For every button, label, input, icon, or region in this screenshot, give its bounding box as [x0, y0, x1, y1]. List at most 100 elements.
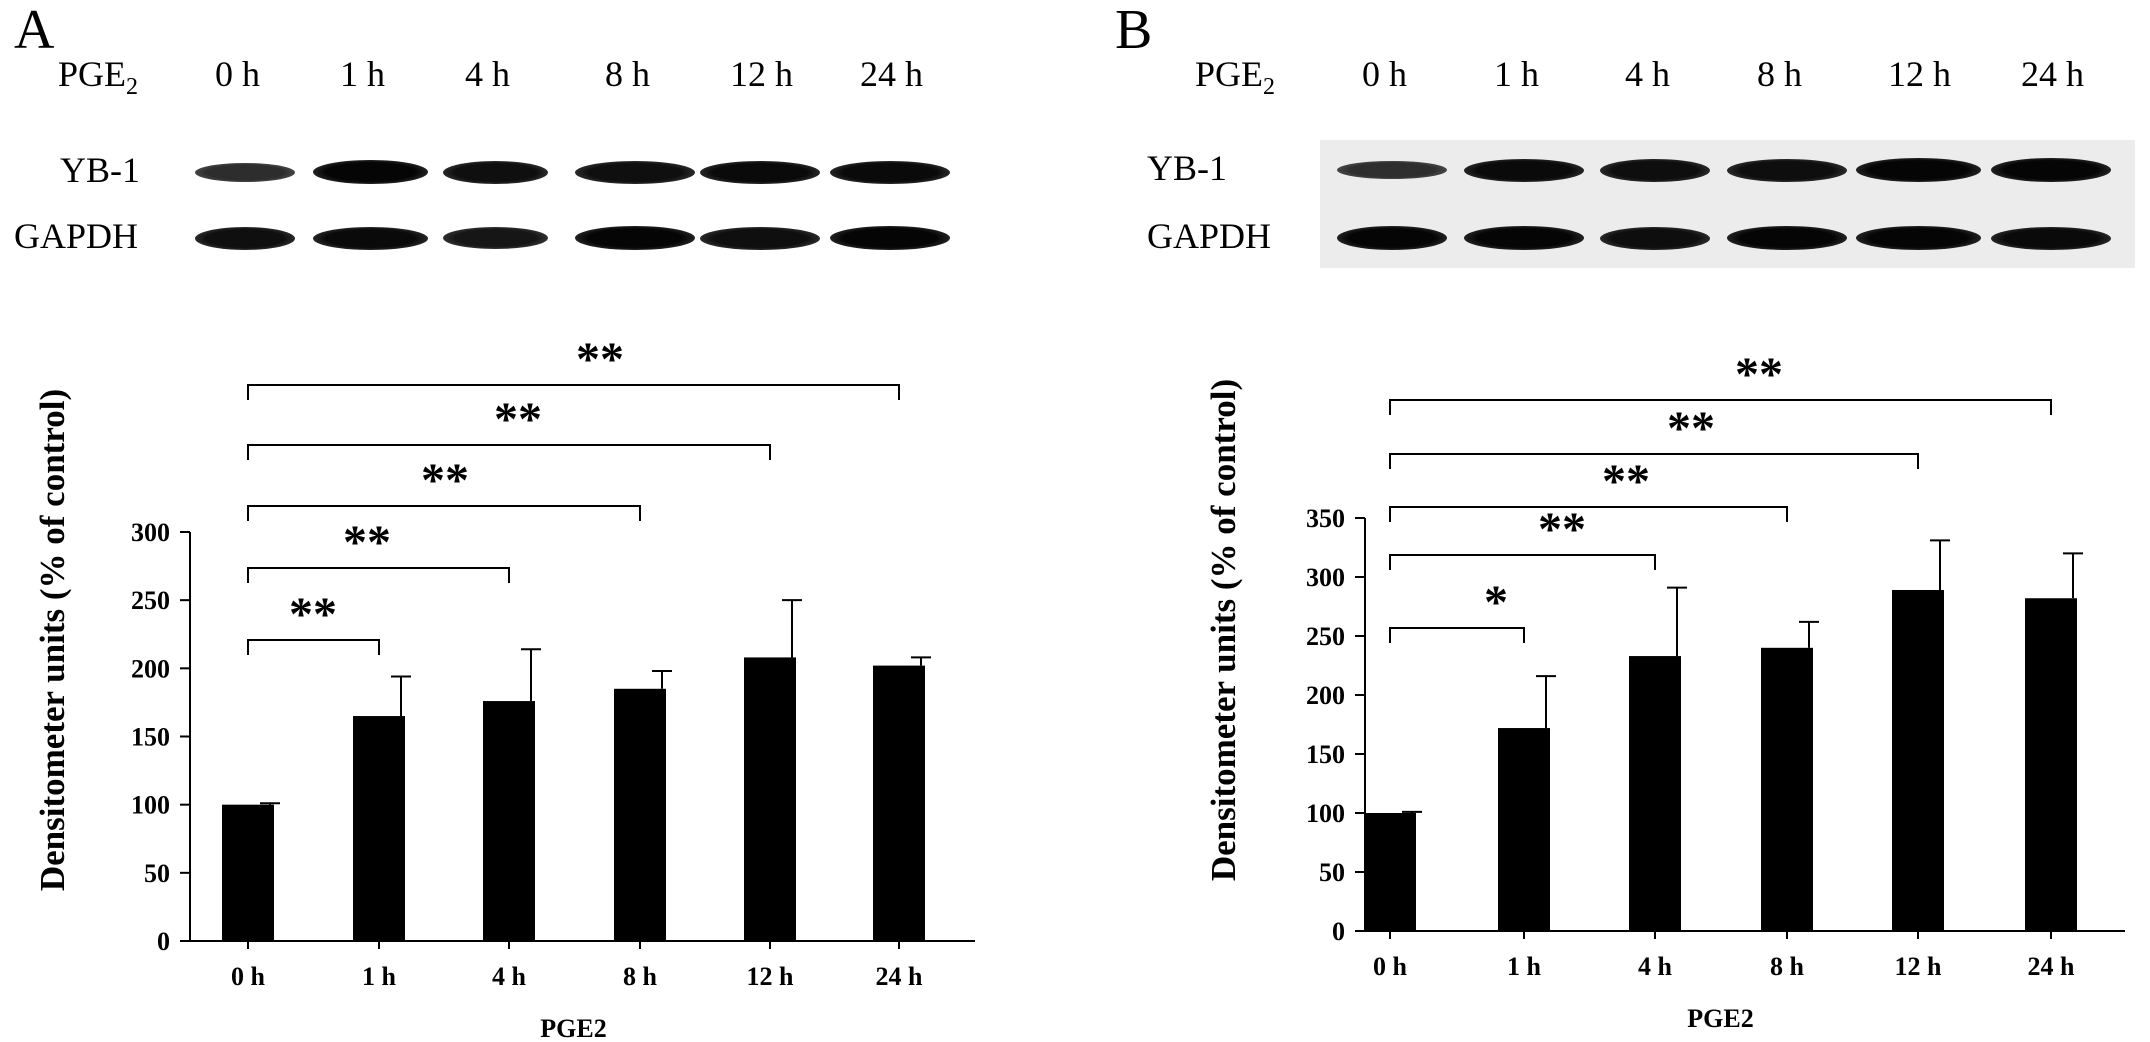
protein-band: [312, 226, 428, 250]
protein-band: [1337, 161, 1447, 179]
protein-band: [575, 160, 695, 184]
bar: [614, 688, 666, 941]
bar: [744, 657, 796, 941]
protein-band: [1991, 158, 2111, 182]
panel-label: B: [1115, 0, 1153, 61]
significance-marker: **: [1667, 402, 1715, 455]
protein-band: [1600, 226, 1710, 250]
x-axis-label: PGE2: [1687, 1004, 1753, 1033]
y-tick-label: 200: [131, 654, 170, 683]
bar: [483, 701, 535, 941]
protein-band: [1600, 158, 1710, 182]
bar: [873, 665, 925, 941]
bar-chart: 0 50 100 150 200 250 300 0 h 1 h 4 h 8 h 12 h 24 h PG…: [33, 333, 975, 1042]
timepoint-label: 1 h: [340, 54, 385, 94]
bar: [2025, 598, 2077, 931]
timepoint-label: 8 h: [605, 54, 650, 94]
blot-row-label: YB-1: [1147, 148, 1227, 188]
significance-bracket: [1389, 453, 1919, 469]
x-tick-label: 8 h: [1770, 952, 1805, 981]
significance-bracket: [1389, 506, 1788, 522]
significance-bracket: [247, 639, 380, 655]
timepoint-label: 4 h: [1625, 54, 1670, 94]
timepoint-label: 0 h: [215, 54, 260, 94]
x-tick-label: 12 h: [747, 962, 795, 991]
protein-band: [700, 160, 820, 184]
protein-band: [575, 226, 695, 250]
blot-film-background: [1320, 140, 2135, 268]
y-tick-label: 150: [1306, 740, 1345, 769]
protein-band: [700, 226, 820, 250]
blot-row-label: GAPDH: [1147, 216, 1272, 256]
significance-marker: **: [1602, 455, 1650, 508]
blot-row-label: YB-1: [60, 150, 140, 190]
y-axis-label: Densitometer units (% of control): [33, 389, 72, 891]
treatment-label: PGE2: [1195, 54, 1276, 101]
bar: [1364, 813, 1416, 931]
y-axis-label: Densitometer units (% of control): [1204, 379, 1243, 881]
bar: [1892, 589, 1944, 931]
x-tick-label: 24 h: [2028, 952, 2076, 981]
bar: [222, 804, 274, 941]
significance-marker: **: [421, 454, 469, 507]
x-tick-label: 4 h: [1638, 952, 1673, 981]
y-tick-label: 350: [1306, 504, 1345, 533]
y-tick-label: 300: [131, 518, 170, 547]
timepoint-label: 0 h: [1362, 54, 1407, 94]
timepoint-label: 8 h: [1757, 54, 1802, 94]
significance-bracket: [1389, 627, 1525, 643]
x-tick-label: 12 h: [1895, 952, 1943, 981]
y-tick-label: 250: [1306, 622, 1345, 651]
protein-band: [1991, 226, 2111, 250]
significance-bracket: [1389, 554, 1656, 570]
y-tick-label: 0: [157, 927, 170, 956]
protein-band: [1464, 226, 1584, 250]
timepoint-label: 1 h: [1494, 54, 1539, 94]
y-tick-label: 150: [131, 723, 170, 752]
x-tick-label: 0 h: [231, 962, 266, 991]
bar: [353, 716, 405, 941]
y-tick-label: 0: [1332, 917, 1345, 946]
protein-band: [195, 162, 295, 182]
x-tick-label: 0 h: [1373, 952, 1408, 981]
x-tick-label: 4 h: [492, 962, 527, 991]
timepoint-label: 4 h: [465, 54, 510, 94]
significance-bracket: [247, 567, 510, 583]
significance-bracket: [1389, 399, 2052, 415]
y-tick-label: 100: [1306, 799, 1345, 828]
y-tick-label: 300: [1306, 563, 1345, 592]
x-tick-label: 24 h: [876, 962, 924, 991]
panel-a: A PGE2 0 h 1 h 4 h 8 h 12 h 24 h YB-1 GAPDH 0 50 1…: [14, 2, 975, 1042]
significance-marker: **: [576, 333, 624, 386]
bar: [1761, 647, 1813, 931]
y-tick-label: 100: [131, 791, 170, 820]
significance-marker: **: [343, 516, 391, 569]
protein-band: [1855, 158, 1981, 182]
timepoint-label: 24 h: [2021, 54, 2084, 94]
x-tick-label: 8 h: [623, 962, 658, 991]
bar-chart: 0 50 100 150 200 250 300 350 0 h 1 h 4 h 8 h 12 h 24 …: [1204, 348, 2125, 1033]
y-tick-label: 50: [144, 859, 170, 888]
significance-marker: *: [1484, 576, 1508, 629]
bar: [1498, 728, 1550, 931]
treatment-label: PGE2: [58, 54, 139, 101]
x-axis-label: PGE2: [540, 1014, 606, 1042]
y-tick-label: 250: [131, 586, 170, 615]
significance-marker: **: [1538, 503, 1586, 556]
timepoint-label: 24 h: [860, 54, 923, 94]
y-tick-label: 50: [1319, 858, 1345, 887]
protein-band: [1727, 226, 1847, 250]
protein-band: [195, 226, 295, 250]
significance-bracket: [247, 505, 641, 521]
blot-row-label: GAPDH: [14, 216, 139, 256]
protein-band: [1337, 226, 1447, 250]
protein-band: [442, 227, 548, 249]
significance-bracket: [247, 384, 900, 400]
significance-marker: **: [494, 393, 542, 446]
timepoint-label: 12 h: [730, 54, 793, 94]
panel-b: B PGE2 0 h 1 h 4 h 8 h 12 h 24 h YB-1 GAPDH 0 50 1…: [1075, 0, 2150, 1042]
significance-marker: **: [289, 588, 337, 641]
timepoint-label: 12 h: [1888, 54, 1951, 94]
protein-band: [830, 160, 950, 184]
significance-marker: **: [1735, 348, 1783, 401]
